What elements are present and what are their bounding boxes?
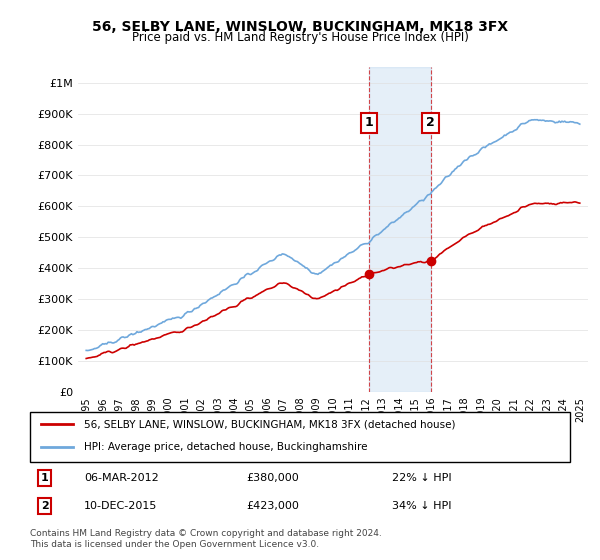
Text: Price paid vs. HM Land Registry's House Price Index (HPI): Price paid vs. HM Land Registry's House … [131, 31, 469, 44]
Text: HPI: Average price, detached house, Buckinghamshire: HPI: Average price, detached house, Buck… [84, 442, 367, 452]
Text: £380,000: £380,000 [246, 473, 299, 483]
Text: 22% ↓ HPI: 22% ↓ HPI [392, 473, 451, 483]
Text: 06-MAR-2012: 06-MAR-2012 [84, 473, 159, 483]
Text: Contains HM Land Registry data © Crown copyright and database right 2024.
This d: Contains HM Land Registry data © Crown c… [30, 529, 382, 549]
Bar [368, 67, 431, 392]
Text: 34% ↓ HPI: 34% ↓ HPI [392, 501, 451, 511]
Text: 56, SELBY LANE, WINSLOW, BUCKINGHAM, MK18 3FX: 56, SELBY LANE, WINSLOW, BUCKINGHAM, MK1… [92, 20, 508, 34]
Text: 2: 2 [426, 116, 435, 129]
Text: 1: 1 [41, 473, 49, 483]
Text: £423,000: £423,000 [246, 501, 299, 511]
FancyBboxPatch shape [30, 412, 570, 462]
Text: 1: 1 [364, 116, 373, 129]
Text: 56, SELBY LANE, WINSLOW, BUCKINGHAM, MK18 3FX (detached house): 56, SELBY LANE, WINSLOW, BUCKINGHAM, MK1… [84, 419, 455, 429]
Text: 2: 2 [41, 501, 49, 511]
Text: 10-DEC-2015: 10-DEC-2015 [84, 501, 157, 511]
